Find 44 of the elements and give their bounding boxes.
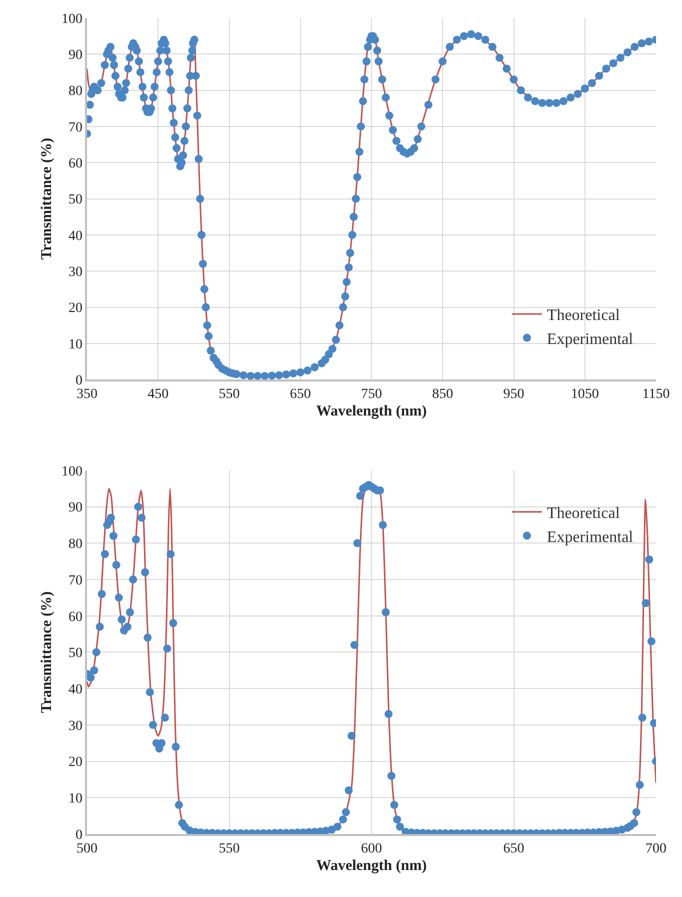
y-tick-label: 90 <box>68 48 82 64</box>
y-tick-label: 90 <box>68 500 82 516</box>
x-tick-label: 650 <box>503 842 524 857</box>
y-tick-label: 10 <box>68 792 82 807</box>
y-tick-label: 70 <box>68 573 82 588</box>
legend-label: Experimental <box>546 528 634 546</box>
x-tick-label: 850 <box>432 387 454 402</box>
y-axis-title: Transmittance (%) <box>39 138 56 260</box>
y-tick-label: 100 <box>61 464 82 480</box>
y-tick-label: 20 <box>68 755 82 770</box>
x-tick-label: 650 <box>290 387 311 402</box>
y-tick-label: 20 <box>68 301 82 316</box>
y-tick-label: 50 <box>68 192 82 208</box>
y-tick-label: 80 <box>68 537 82 552</box>
y-tick-label: 30 <box>68 718 82 734</box>
x-tick-label: 750 <box>361 387 382 402</box>
y-tick-label: 0 <box>75 828 82 843</box>
x-tick-label: 1150 <box>642 387 670 402</box>
x-tick-label: 950 <box>503 387 524 402</box>
x-tick-label: 700 <box>646 842 666 857</box>
y-tick-label: 60 <box>68 610 82 625</box>
y-tick-label: 80 <box>68 84 82 100</box>
x-tick-label: 600 <box>361 842 382 857</box>
x-axis-title: Wavelength (nm) <box>316 404 427 420</box>
x-tick-label: 500 <box>76 842 98 857</box>
legend-label: Theoretical <box>546 307 620 324</box>
x-axis-title: Wavelength (nm) <box>316 858 427 874</box>
y-tick-label: 10 <box>68 337 82 352</box>
y-tick-label: 100 <box>61 12 82 27</box>
x-tick-label: 1050 <box>570 387 599 402</box>
legend-label: Experimental <box>546 331 634 348</box>
x-tick-label: 550 <box>218 387 240 402</box>
x-tick-label: 350 <box>76 387 98 402</box>
y-tick-label: 70 <box>68 120 82 136</box>
legend-label: Theoretical <box>546 505 620 522</box>
y-axis-title: Transmittance (%) <box>39 591 56 714</box>
y-tick-label: 50 <box>68 646 82 662</box>
y-tick-label: 40 <box>68 228 82 244</box>
y-tick-label: 30 <box>68 264 82 280</box>
x-tick-label: 550 <box>218 842 240 857</box>
y-tick-label: 60 <box>68 156 82 172</box>
x-tick-label: 450 <box>148 387 169 402</box>
y-tick-label: 0 <box>75 373 82 388</box>
y-tick-label: 40 <box>68 682 82 698</box>
